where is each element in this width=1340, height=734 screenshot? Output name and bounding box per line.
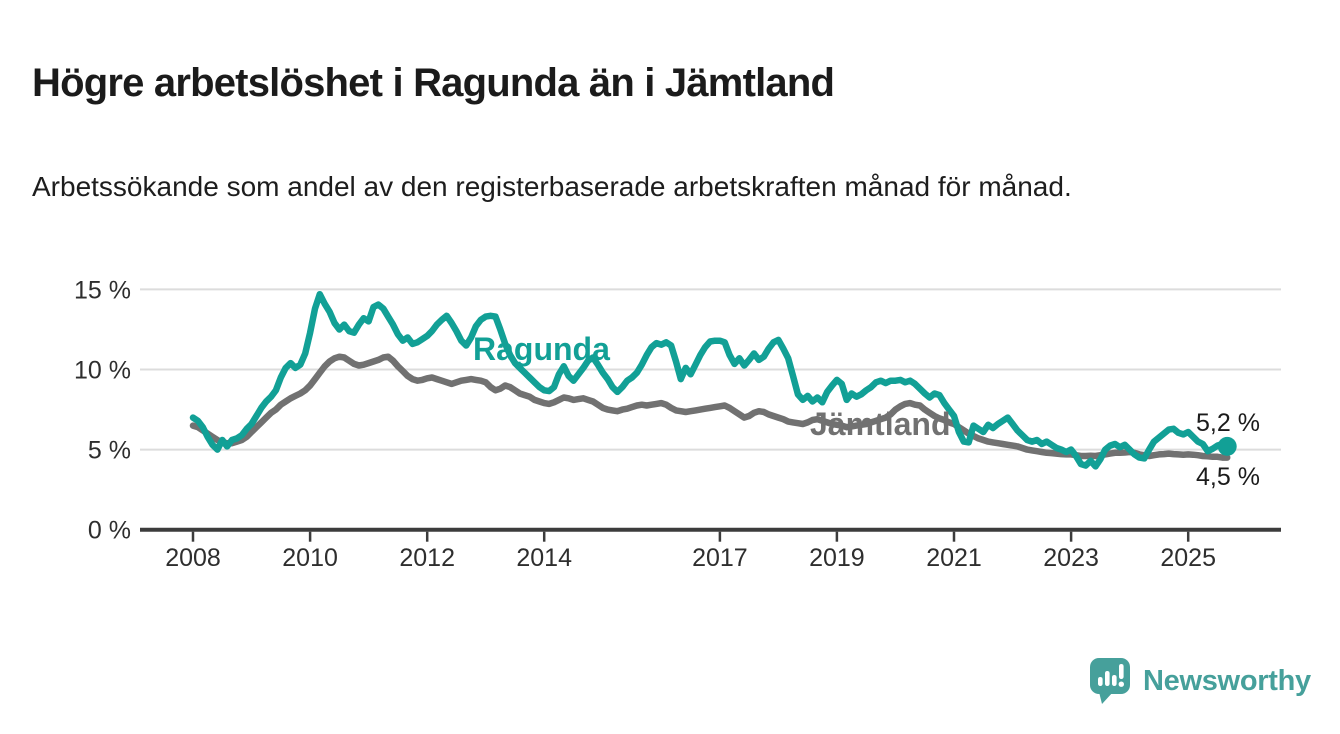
y-tick-label-15: 15 % (74, 276, 131, 304)
end-value-label-jämtland: 4,5 % (1196, 463, 1260, 491)
x-tick-label-2019: 2019 (809, 544, 865, 572)
end-value-label-ragunda: 5,2 % (1196, 409, 1260, 437)
newsworthy-logo-text: Newsworthy (1143, 664, 1311, 697)
newsworthy-brand: Newsworthy (1087, 656, 1311, 706)
series-label-jämtland: Jämtland (810, 406, 950, 442)
newsworthy-logo-icon (1090, 658, 1130, 704)
x-tick-label-2012: 2012 (399, 544, 455, 572)
x-tick-label-2025: 2025 (1160, 544, 1216, 572)
x-tick-label-2017: 2017 (692, 544, 748, 572)
series-label-ragunda: Ragunda (473, 331, 610, 367)
y-tick-label-10: 10 % (74, 357, 131, 385)
y-tick-label-0: 0 % (88, 517, 131, 545)
series-line-ragunda (189, 290, 1231, 470)
y-tick-label-5: 5 % (88, 437, 131, 465)
chart-title: Högre arbetslöshet i Ragunda än i Jämtla… (32, 60, 835, 105)
x-tick-label-2014: 2014 (516, 544, 572, 572)
x-tick-label-2010: 2010 (282, 544, 338, 572)
x-tick-label-2023: 2023 (1043, 544, 1099, 572)
series-line-jämtland (189, 353, 1231, 461)
x-tick-label-2008: 2008 (165, 544, 221, 572)
chart-subtitle: Arbetssökande som andel av den registerb… (32, 171, 1072, 202)
series-end-dot-ragunda (1217, 436, 1237, 456)
x-tick-label-2021: 2021 (926, 544, 982, 572)
